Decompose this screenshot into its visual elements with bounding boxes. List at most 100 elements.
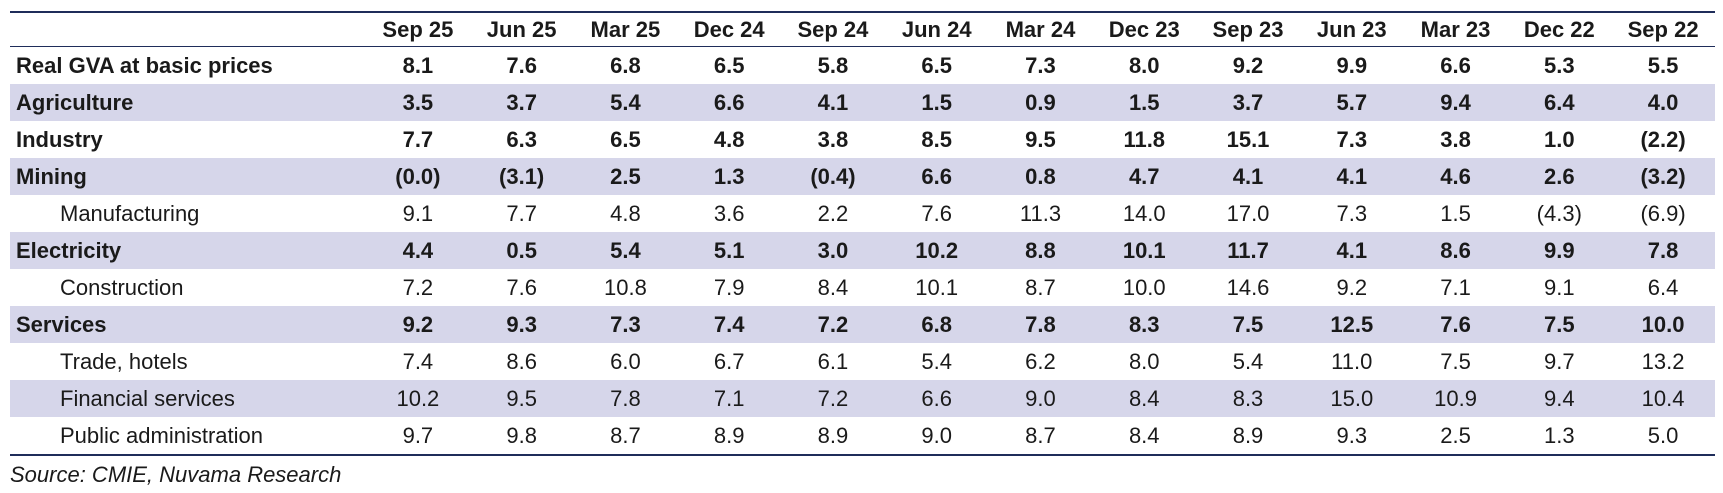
value-cell: (2.2) (1640, 126, 1686, 152)
value-cell: 8.4 (1092, 417, 1197, 456)
value-cell: 7.8 (1611, 232, 1715, 269)
value-cell: 6.8 (884, 306, 989, 343)
value-cell: 6.4 (1507, 84, 1612, 121)
value-cell: 9.1 (1544, 274, 1575, 300)
value-cell: 8.7 (988, 417, 1093, 456)
row-label: Real GVA at basic prices (16, 52, 273, 78)
value-cell: 4.1 (1196, 158, 1300, 195)
value-cell: 7.6 (921, 200, 952, 226)
corner-cell (10, 11, 366, 47)
table-row: Real GVA at basic prices 8.1 7.6 6.8 6.5 5.8 6… (10, 47, 1715, 85)
value-cell: 4.0 (1611, 84, 1715, 121)
row-label: Electricity (10, 232, 366, 269)
value-cell: 4.8 (713, 126, 745, 152)
value-cell: 8.6 (506, 348, 537, 374)
value-cell: 1.0 (1544, 126, 1575, 152)
value-cell: 6.6 (1440, 52, 1471, 78)
column-header: Dec 22 (1507, 11, 1612, 47)
value-cell: 7.6 (506, 274, 537, 300)
value-cell: 9.0 (988, 380, 1093, 417)
value-cell: 14.0 (1122, 200, 1166, 226)
table-row: Industry 7.7 6.3 6.5 4.8 3.8 8.5 9.5 11.8 15.1 7.3… (10, 121, 1715, 158)
value-cell: 7.5 (1196, 306, 1300, 343)
value-cell: 4.4 (366, 232, 470, 269)
value-cell: 2.5 (573, 158, 678, 195)
value-cell: 6.2 (1025, 348, 1056, 374)
value-cell: 2.5 (1403, 417, 1508, 456)
value-cell: 14.6 (1226, 274, 1270, 300)
value-cell: 13.2 (1641, 348, 1685, 374)
value-cell: 10.0 (1611, 306, 1715, 343)
value-cell: 9.1 (402, 200, 434, 226)
column-header: Sep 24 (781, 11, 885, 47)
table-container: Sep 25 Jun 25 Mar 25 Dec 24 Sep 24 Jun 24 Mar … (10, 11, 1715, 488)
value-cell: (3.1) (469, 158, 574, 195)
value-cell: (0.4) (781, 158, 885, 195)
value-cell: 5.0 (1611, 417, 1715, 456)
value-cell: 11.0 (1331, 348, 1373, 374)
value-cell: 1.3 (1507, 417, 1612, 456)
value-cell: 7.1 (1440, 274, 1471, 300)
value-cell: 10.0 (1122, 274, 1166, 300)
value-cell: 5.1 (677, 232, 782, 269)
value-cell: 10.1 (915, 274, 959, 300)
value-cell: 6.8 (610, 52, 641, 78)
value-cell: 15.0 (1299, 380, 1404, 417)
column-header: Sep 23 (1196, 11, 1300, 47)
value-cell: 8.3 (1092, 306, 1197, 343)
value-cell: 9.7 (1544, 348, 1575, 374)
value-cell: 3.7 (1196, 84, 1300, 121)
value-cell: 7.9 (713, 274, 745, 300)
value-cell: 7.5 (1507, 306, 1612, 343)
column-header: Jun 23 (1299, 11, 1404, 47)
column-header: Mar 24 (988, 11, 1093, 47)
table-row: Financial services 10.2 9.5 7.8 7.1 7.2 6.6 9.0… (10, 380, 1715, 417)
value-cell: 10.4 (1611, 380, 1715, 417)
value-cell: 3.5 (366, 84, 470, 121)
row-label: Public administration (10, 417, 366, 456)
value-cell: 2.6 (1507, 158, 1612, 195)
table-row: Electricity 4.4 0.5 5.4 5.1 3.0 10.2 8.8 10.1 11.… (10, 232, 1715, 269)
table-row: Construction 7.2 7.6 10.8 7.9 8.4 10.1 8.7 10.0 1… (10, 269, 1715, 306)
value-cell: 8.7 (573, 417, 678, 456)
row-label: Manufacturing (60, 200, 200, 226)
value-cell: 8.7 (1025, 274, 1056, 300)
value-cell: 9.7 (366, 417, 470, 456)
value-cell: 8.9 (677, 417, 782, 456)
value-cell: 3.7 (469, 84, 574, 121)
value-cell: 6.5 (713, 52, 745, 78)
value-cell: 2.2 (817, 200, 849, 226)
value-cell: 1.5 (1440, 200, 1471, 226)
value-cell: 7.6 (506, 52, 537, 78)
row-label: Agriculture (10, 84, 366, 121)
value-cell: 9.5 (469, 380, 574, 417)
value-cell: 6.4 (1647, 274, 1679, 300)
value-cell: 6.7 (713, 348, 745, 374)
value-cell: 7.6 (1403, 306, 1508, 343)
row-label: Mining (10, 158, 366, 195)
value-cell: 4.1 (1299, 158, 1404, 195)
value-cell: 6.6 (677, 84, 782, 121)
value-cell: 3.8 (1440, 126, 1471, 152)
value-cell: 8.1 (402, 52, 434, 78)
value-cell: 0.8 (988, 158, 1093, 195)
value-cell: 9.9 (1336, 52, 1368, 78)
value-cell: 6.6 (884, 158, 989, 195)
value-cell: 10.8 (604, 274, 647, 300)
value-cell: 6.6 (884, 380, 989, 417)
value-cell: 5.3 (1544, 52, 1575, 78)
source-note: Source: CMIE, Nuvama Research (10, 462, 342, 487)
value-cell: 9.2 (1336, 274, 1368, 300)
value-cell: 8.0 (1128, 348, 1160, 374)
value-cell: 8.4 (817, 274, 849, 300)
value-cell: 11.8 (1123, 126, 1166, 152)
value-cell: 8.9 (1196, 417, 1300, 456)
value-cell: 6.5 (610, 126, 641, 152)
value-cell: 4.6 (1403, 158, 1508, 195)
column-header: Mar 25 (573, 11, 678, 47)
value-cell: 5.4 (573, 84, 678, 121)
column-header: Dec 23 (1092, 11, 1197, 47)
value-cell: 1.5 (884, 84, 989, 121)
row-label: Trade, hotels (60, 348, 188, 374)
